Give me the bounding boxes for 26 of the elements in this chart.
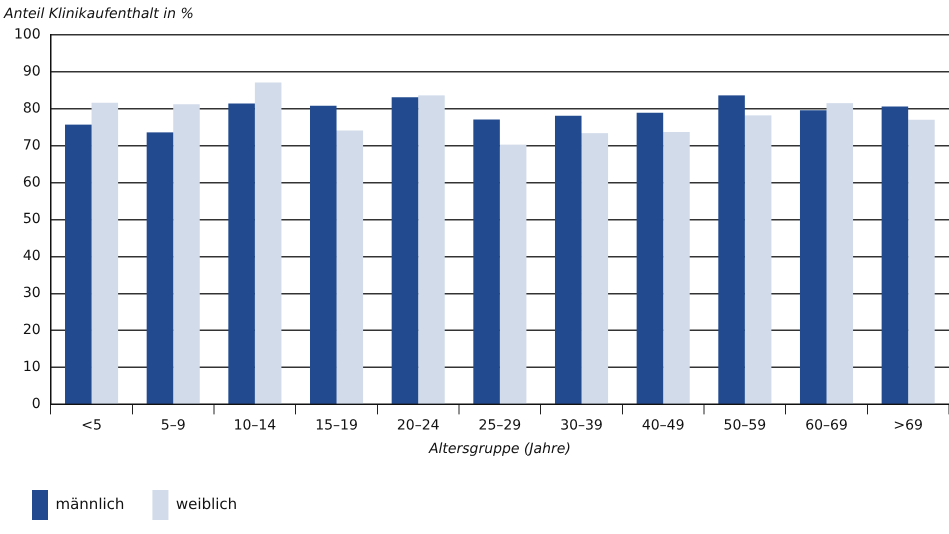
y-tick-label: 60 bbox=[22, 174, 41, 190]
x-tick-label: 60–69 bbox=[805, 417, 848, 434]
x-tick-label: 15–19 bbox=[315, 417, 358, 434]
x-tick-label: 40–49 bbox=[642, 417, 685, 434]
x-axis-title: Altersgruppe (Jahre) bbox=[428, 441, 571, 458]
x-tick-label: 50–59 bbox=[724, 417, 766, 434]
x-tick-label: 10–14 bbox=[234, 417, 276, 434]
x-tick-label: <5 bbox=[81, 417, 102, 434]
y-tick-label: 50 bbox=[22, 211, 41, 228]
legend-label: weiblich bbox=[176, 494, 238, 513]
y-tick-label: 30 bbox=[22, 285, 41, 302]
y-tick-label: 70 bbox=[22, 137, 41, 154]
x-tick-label: >69 bbox=[893, 417, 923, 434]
x-tick-label: 30–39 bbox=[560, 417, 603, 434]
y-tick-label: 100 bbox=[14, 26, 41, 42]
y-tick-label: 20 bbox=[22, 322, 41, 338]
x-tick-label: 25–29 bbox=[478, 417, 522, 434]
legend-label: männlich bbox=[56, 494, 124, 513]
y-axis-title: Anteil Klinikaufenthalt in % bbox=[3, 6, 194, 22]
y-tick-label: 80 bbox=[22, 100, 41, 116]
x-tick-label: 5–9 bbox=[160, 417, 186, 434]
y-tick-label: 10 bbox=[22, 359, 41, 376]
y-tick-label: 0 bbox=[32, 396, 41, 412]
x-tick-label: 20–24 bbox=[396, 417, 440, 434]
y-tick-label: 40 bbox=[22, 248, 41, 264]
y-tick-label: 90 bbox=[22, 63, 41, 80]
